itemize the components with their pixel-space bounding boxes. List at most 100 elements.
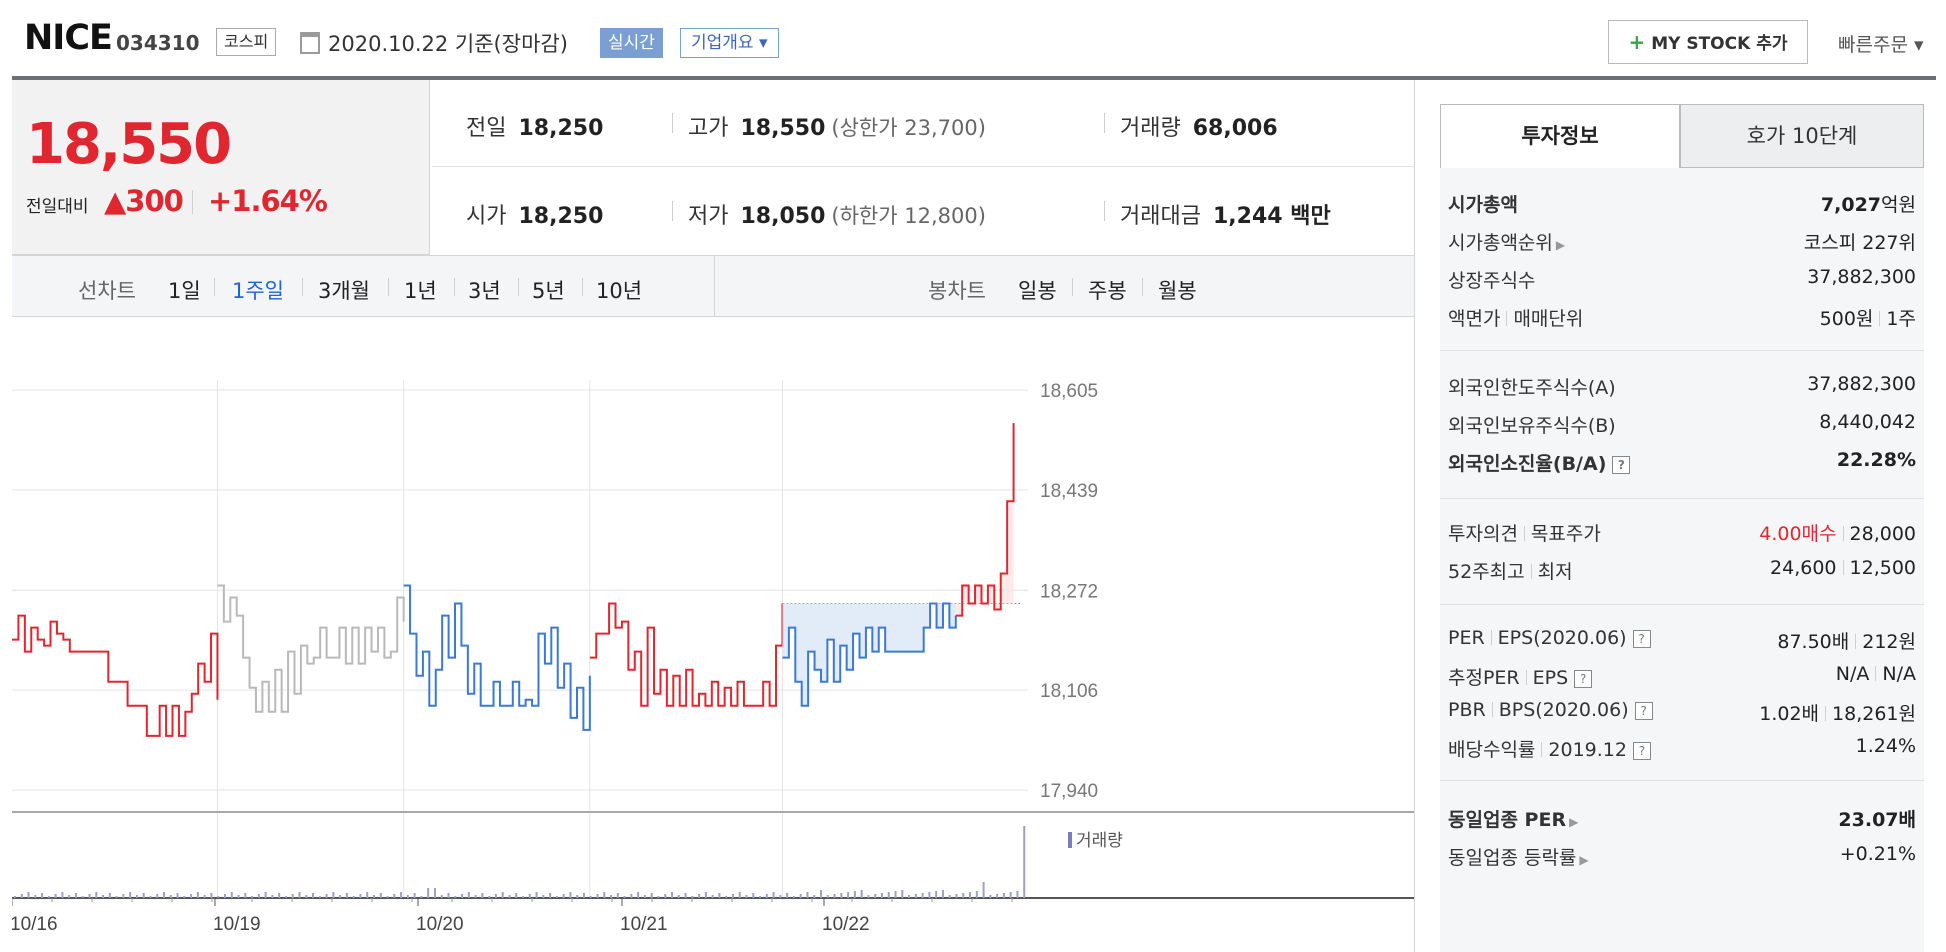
price-series-line bbox=[955, 423, 1015, 617]
volume-bar bbox=[549, 893, 552, 898]
volume-bar bbox=[318, 896, 321, 898]
help-icon[interactable]: ? bbox=[1634, 702, 1653, 720]
volume-bar bbox=[461, 894, 464, 898]
change-amount: ▲300 bbox=[104, 184, 184, 218]
market-badge: 코스피 bbox=[216, 28, 277, 56]
price-series-line bbox=[403, 584, 591, 731]
dividend-value: 1.24% bbox=[1855, 735, 1916, 757]
volume-bar bbox=[576, 895, 579, 898]
volume-bar bbox=[643, 895, 646, 898]
est-per-label: 추정PER bbox=[1448, 667, 1520, 689]
open-stat: 시가 18,250 bbox=[466, 204, 604, 229]
volume-bar bbox=[108, 893, 111, 898]
dividend-label: 배당수익률 bbox=[1448, 739, 1536, 761]
volume-bar bbox=[826, 895, 829, 898]
price-chart[interactable]: 18,605 18,439 18,272 18,106 17,940 거래량 10/16 10… bbox=[10, 318, 1414, 952]
volume-bar bbox=[95, 892, 98, 898]
volume-bar bbox=[589, 896, 592, 898]
foreign-ratio-row: 외국인소진율(B/A)? 22.28% bbox=[1448, 445, 1916, 481]
face-value-value: 500원 bbox=[1819, 308, 1874, 330]
foreign-ratio-value: 22.28% bbox=[1836, 449, 1916, 471]
chart-period-bar: 선차트 1일 1주일 3개월 1년 3년 5년 10년 봉차트 일봉 주봉 월봉 bbox=[12, 255, 1414, 317]
tab-1year[interactable]: 1년 bbox=[404, 279, 437, 303]
volume-bar bbox=[81, 896, 84, 898]
company-overview-dropdown[interactable]: 기업개요 ▾ bbox=[680, 28, 779, 58]
volume-bar bbox=[88, 894, 91, 898]
volume-bar bbox=[996, 894, 999, 898]
tab-1day[interactable]: 1일 bbox=[168, 279, 201, 303]
foreign-hold-row: 외국인보유주식수(B) 8,440,042 bbox=[1448, 407, 1916, 443]
volume-bar bbox=[345, 893, 348, 898]
tab-3month[interactable]: 3개월 bbox=[318, 279, 371, 303]
add-my-stock-button[interactable]: + MY STOCK 추가 bbox=[1608, 20, 1808, 64]
pbr-value: 1.02배 bbox=[1759, 703, 1820, 725]
volume-bar bbox=[928, 892, 931, 898]
tab-1week[interactable]: 1주일 bbox=[232, 279, 285, 303]
volume-bar bbox=[786, 893, 789, 898]
high-stat: 고가 18,550 (상한가 23,700) bbox=[672, 110, 986, 142]
volume-bar bbox=[183, 896, 186, 898]
help-icon[interactable]: ? bbox=[1632, 630, 1651, 648]
tab-order-book[interactable]: 호가 10단계 bbox=[1680, 104, 1924, 168]
listed-shares-value: 37,882,300 bbox=[1807, 266, 1916, 288]
market-cap-rank-row[interactable]: 시가총액순위 ▶ 코스피 227위 bbox=[1448, 224, 1916, 260]
tab-3year[interactable]: 3년 bbox=[468, 279, 501, 303]
quick-order-dropdown[interactable]: 빠른주문 ▾ bbox=[1838, 34, 1924, 56]
tab-weekly-candle[interactable]: 주봉 bbox=[1088, 279, 1127, 303]
volume-bar bbox=[359, 894, 362, 898]
trade-unit-value: 1주 bbox=[1886, 308, 1916, 330]
tab-5year[interactable]: 5년 bbox=[532, 279, 565, 303]
series-area bbox=[955, 423, 1014, 616]
volume-bar bbox=[752, 893, 755, 898]
bps-label: BPS(2020.06) bbox=[1498, 699, 1629, 721]
base-date: 2020.10.22 기준(장마감) bbox=[328, 32, 568, 56]
volume-bar bbox=[420, 896, 423, 898]
volume-bar bbox=[731, 894, 734, 898]
industry-group: 동일업종 PER ▶ 23.07배 동일업종 등락률 ▶ +0.21% bbox=[1440, 780, 1924, 880]
tab-10year[interactable]: 10년 bbox=[596, 279, 643, 303]
volume-bar bbox=[528, 894, 531, 898]
valuation-group: PER EPS(2020.06)? 87.50배 212원 추정PER EPS? N/… bbox=[1440, 604, 1924, 768]
week52-high-value: 24,600 bbox=[1770, 557, 1837, 579]
price-series-line bbox=[12, 614, 219, 737]
listed-shares-label: 상장주식수 bbox=[1448, 270, 1536, 292]
volume-bar bbox=[779, 895, 782, 898]
volume-bar bbox=[41, 893, 44, 898]
industry-per-row[interactable]: 동일업종 PER ▶ 23.07배 bbox=[1448, 801, 1916, 837]
volume-bar bbox=[433, 888, 436, 898]
compare-label: 전일대비 bbox=[26, 197, 89, 217]
help-icon[interactable]: ? bbox=[1632, 742, 1651, 760]
help-icon[interactable]: ? bbox=[1612, 456, 1631, 474]
volume-bar bbox=[386, 896, 389, 898]
volume-bar bbox=[332, 892, 335, 898]
volume-bar bbox=[582, 893, 585, 898]
market-cap-label: 시가총액 bbox=[1448, 194, 1518, 216]
realtime-button[interactable]: 실시간 bbox=[600, 28, 663, 58]
volume-bar bbox=[393, 894, 396, 898]
volume-bar bbox=[210, 893, 213, 898]
per-value: 87.50배 bbox=[1777, 631, 1850, 653]
volume-legend-swatch bbox=[1068, 832, 1072, 848]
pbr-label: PBR bbox=[1448, 699, 1486, 721]
volume-bar bbox=[914, 894, 917, 898]
tab-daily-candle[interactable]: 일봉 bbox=[1018, 279, 1057, 303]
volume-bar bbox=[657, 896, 660, 898]
tab-monthly-candle[interactable]: 월봉 bbox=[1158, 279, 1197, 303]
volume-bar bbox=[711, 895, 714, 898]
y-tick-label: 18,605 bbox=[1040, 381, 1098, 402]
tab-investment-info[interactable]: 투자정보 bbox=[1440, 104, 1680, 168]
volume-bar bbox=[941, 890, 944, 898]
volume-value: 68,006 bbox=[1192, 116, 1278, 141]
volume-bar bbox=[569, 892, 572, 898]
volume-bar bbox=[792, 896, 795, 898]
volume-bar bbox=[847, 892, 850, 898]
volume-bar bbox=[142, 893, 145, 898]
industry-rate-row[interactable]: 동일업종 등락률 ▶ +0.21% bbox=[1448, 839, 1916, 875]
volume-bar bbox=[352, 896, 355, 898]
pbr-row: PBR BPS(2020.06)? 1.02배 18,261원 bbox=[1448, 695, 1916, 731]
volume-bar bbox=[1002, 893, 1005, 898]
eps-label: EPS(2020.06) bbox=[1497, 627, 1627, 649]
volume-bar bbox=[190, 894, 193, 898]
foreign-limit-row: 외국인한도주식수(A) 37,882,300 bbox=[1448, 369, 1916, 405]
help-icon[interactable]: ? bbox=[1574, 670, 1593, 688]
